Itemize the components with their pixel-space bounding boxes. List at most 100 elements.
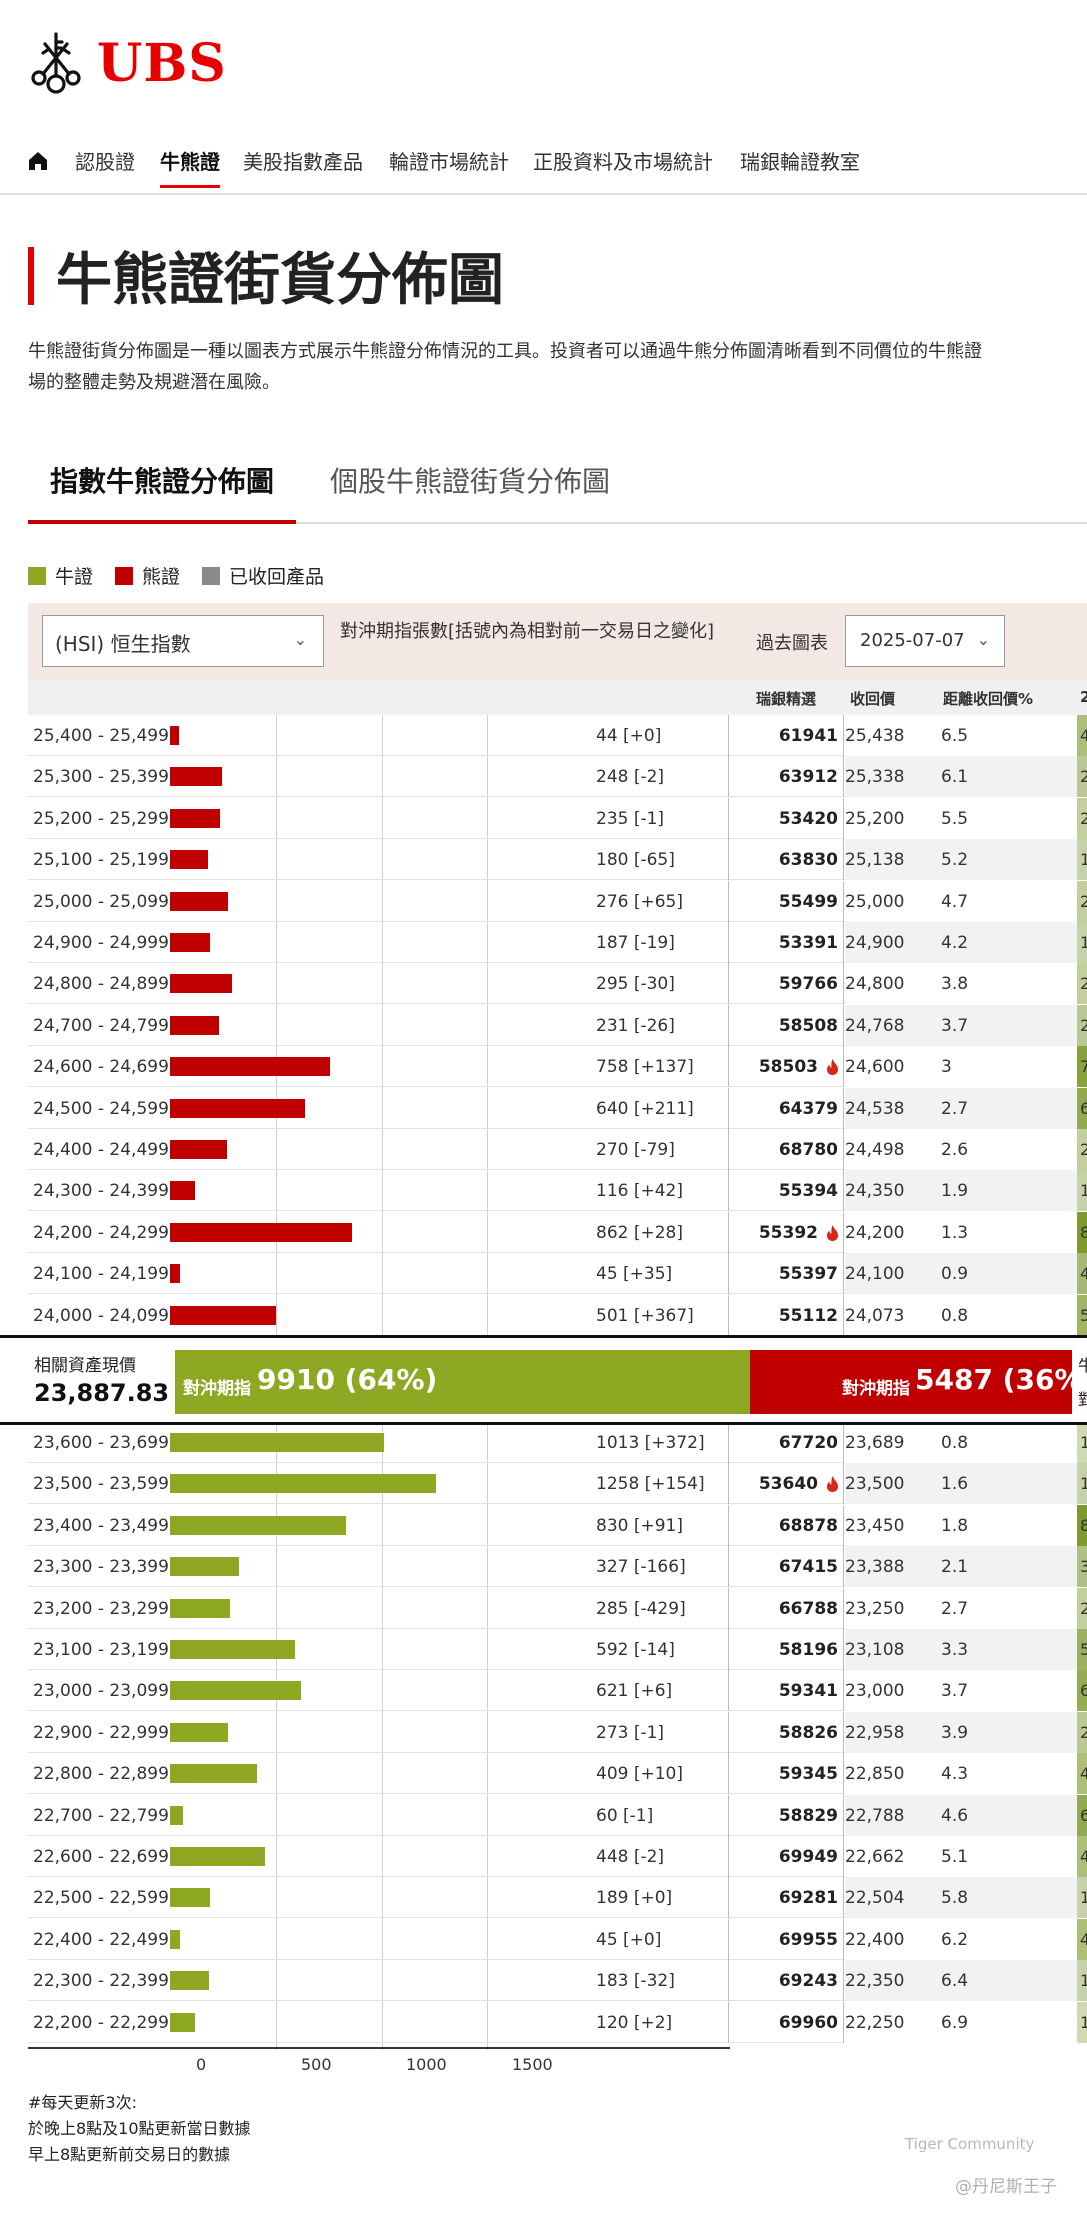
row-edge-number: 1 — [1080, 850, 1087, 870]
nav-item-market-stats[interactable]: 輪證市場統計 — [389, 150, 509, 174]
product-code-link[interactable]: 63830 — [778, 850, 838, 871]
hedge-count: 270 [-79] — [596, 1140, 675, 1160]
product-code-link[interactable]: 66788 — [778, 1598, 838, 1619]
distance-to-call: 0.9 — [941, 1264, 969, 1285]
tab-index-cbbc[interactable]: 指數牛熊證分佈圖 — [28, 460, 297, 524]
bear-bar[interactable] — [170, 767, 223, 787]
product-code-link[interactable]: 59341 — [778, 1681, 838, 1702]
bull-bar[interactable] — [170, 1557, 240, 1577]
product-code-link[interactable]: 55397 — [778, 1264, 838, 1285]
product-code-link[interactable]: 69281 — [778, 1888, 838, 1909]
bear-bar[interactable] — [170, 1098, 306, 1118]
product-code-link[interactable]: 55499 — [778, 891, 838, 912]
ubs-logo[interactable]: UBS — [27, 30, 227, 96]
price-range: 23,400 - 23,499 — [33, 1515, 169, 1536]
row-edge-number: 3 — [1080, 1557, 1087, 1577]
product-code-link[interactable]: 69955 — [778, 1929, 838, 1950]
bear-bar[interactable] — [170, 1181, 195, 1201]
tab-stock-cbbc[interactable]: 個股牛熊證街貨分佈圖 — [330, 465, 611, 498]
product-code-link[interactable]: 67415 — [778, 1557, 838, 1578]
product-code-link[interactable]: 69949 — [778, 1847, 838, 1867]
nav-item-warrants[interactable]: 認股證 — [75, 150, 135, 174]
code-cell — [728, 963, 844, 1005]
product-code-link[interactable]: 68780 — [778, 1140, 838, 1160]
product-code-link[interactable]: 55392 — [758, 1222, 818, 1243]
product-code-link[interactable]: 63912 — [778, 767, 838, 788]
row-background — [845, 1877, 1087, 1919]
product-code-link[interactable]: 58503 — [758, 1057, 818, 1078]
product-code-link[interactable]: 53391 — [778, 933, 838, 953]
bear-row: 24,300 - 24,399 116 [+42] 55394 24,350 1.9 1 — [28, 1170, 1087, 1212]
underlying-select[interactable]: (HSI) 恒生指數 ⌄ — [42, 615, 324, 667]
bull-bar[interactable] — [170, 1722, 228, 1742]
bull-bar[interactable] — [170, 1640, 296, 1659]
bear-bar[interactable] — [170, 1057, 331, 1077]
bull-bar[interactable] — [170, 1681, 302, 1701]
bull-bar[interactable] — [170, 1433, 385, 1452]
bear-bar[interactable] — [170, 1264, 180, 1284]
product-code-link[interactable]: 64379 — [778, 1098, 838, 1119]
distance-to-call: 6.2 — [941, 1929, 969, 1950]
bear-bar[interactable] — [170, 808, 220, 828]
product-code-link[interactable]: 55112 — [778, 1305, 838, 1326]
row-edge-indicator — [1077, 715, 1087, 756]
bear-bar[interactable] — [170, 974, 233, 994]
product-code-link[interactable]: 59766 — [778, 974, 838, 995]
product-code-link[interactable]: 68878 — [778, 1515, 838, 1536]
bear-row: 25,100 - 25,199 180 [-65] 63830 25,138 5.2 1 — [28, 839, 1087, 881]
bull-bar[interactable] — [170, 1474, 437, 1494]
code-cell — [728, 2001, 844, 2043]
bull-bar[interactable] — [170, 2012, 196, 2032]
date-select[interactable]: 2025-07-07 ⌄ — [845, 615, 1005, 667]
product-code-link[interactable]: 53420 — [778, 808, 838, 829]
call-price: 23,450 — [845, 1515, 905, 1536]
hedge-count: 621 [+6] — [596, 1681, 673, 1702]
price-range: 24,400 - 24,499 — [33, 1140, 169, 1160]
product-code-link[interactable]: 69960 — [778, 2012, 838, 2033]
bear-bar[interactable] — [170, 1222, 353, 1242]
header-distance: 距離收回價% — [943, 690, 1034, 708]
row-background — [845, 1129, 1087, 1170]
distance-to-call: 2.7 — [941, 1098, 969, 1119]
call-price: 22,250 — [845, 2012, 905, 2033]
nav-item-underlying-stats[interactable]: 正股資料及市場統計 — [533, 150, 713, 174]
product-code-link[interactable]: 58829 — [778, 1805, 838, 1826]
bull-bar[interactable] — [170, 1971, 209, 1991]
distance-to-call: 6.1 — [941, 767, 969, 788]
bear-bar[interactable] — [170, 850, 209, 870]
table-header: 瑞銀精選 收回價 距離收回價% 2 — [28, 680, 1087, 715]
bear-bar[interactable] — [170, 1015, 219, 1035]
page-intro: 牛熊證街貨分佈圖是一種以圖表方式展示牛熊證分佈情況的工具。投資者可以通過牛熊分佈… — [28, 336, 1087, 398]
bull-bar[interactable] — [170, 1929, 180, 1949]
product-code-link[interactable]: 55394 — [778, 1181, 838, 1202]
bear-bar[interactable] — [170, 933, 210, 952]
product-code-link[interactable]: 61941 — [778, 726, 838, 746]
bull-bar[interactable] — [170, 1515, 346, 1535]
product-code-link[interactable]: 53640 — [758, 1474, 818, 1495]
row-background — [845, 756, 1087, 798]
bear-bar[interactable] — [170, 891, 229, 911]
row-edge-number: 8 — [1080, 1515, 1087, 1535]
bear-bar[interactable] — [170, 1305, 276, 1325]
bull-bar[interactable] — [170, 1888, 210, 1908]
bull-bar[interactable] — [170, 1598, 231, 1618]
product-code-link[interactable]: 58508 — [778, 1015, 838, 1036]
product-code-link[interactable]: 59345 — [778, 1764, 838, 1785]
bull-bar[interactable] — [170, 1805, 183, 1825]
bull-total-label: 對沖期指 — [183, 1379, 251, 1399]
nav-item-cbbc[interactable]: 牛熊證 — [160, 146, 220, 188]
product-code-link[interactable]: 69243 — [778, 1971, 838, 1992]
bull-bar[interactable] — [170, 1764, 257, 1784]
bear-bar[interactable] — [170, 1140, 228, 1159]
distance-to-call: 2.1 — [941, 1557, 969, 1578]
nav-item-education[interactable]: 瑞銀輪證教室 — [740, 150, 860, 174]
product-code-link[interactable]: 58196 — [778, 1640, 838, 1660]
product-code-link[interactable]: 58826 — [778, 1722, 838, 1743]
nav-item-us-index[interactable]: 美股指數產品 — [243, 150, 363, 174]
hedge-count: 327 [-166] — [596, 1557, 686, 1578]
bear-bar[interactable] — [170, 726, 180, 745]
product-code-link[interactable]: 67720 — [778, 1433, 838, 1453]
distance-to-call: 0.8 — [941, 1433, 969, 1453]
home-icon[interactable] — [27, 150, 49, 172]
bull-bar[interactable] — [170, 1847, 265, 1866]
